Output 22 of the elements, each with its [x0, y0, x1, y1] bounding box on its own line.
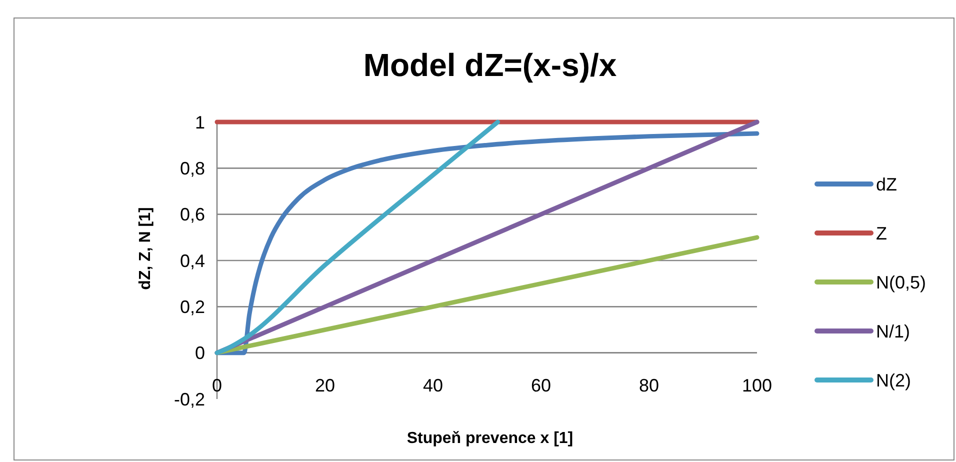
legend-label: N/1) — [876, 321, 910, 342]
chart-title: Model dZ=(x-s)/x — [363, 47, 617, 83]
y-tick-label: 1 — [194, 112, 205, 132]
y-tick-label: 0,8 — [180, 158, 205, 178]
y-tick-label: -0,2 — [174, 389, 205, 410]
x-tick-label: 80 — [638, 375, 660, 396]
y-tick-label: 0,4 — [180, 250, 205, 271]
legend-label: N(2) — [876, 370, 911, 390]
legend-label: N(0,5) — [876, 272, 926, 292]
x-tick-label: 100 — [742, 375, 772, 396]
y-tick-label: 0,6 — [180, 204, 205, 225]
legend-label: dZ — [876, 174, 898, 194]
x-tick-label: 20 — [314, 375, 336, 396]
x-tick-label: 0 — [212, 375, 222, 396]
legend-label: Z — [876, 223, 887, 244]
x-tick-label: 40 — [422, 375, 444, 396]
x-tick-label: 60 — [530, 375, 552, 396]
y-tick-label: 0,2 — [180, 296, 205, 317]
y-tick-label: 0 — [194, 343, 205, 364]
x-axis-title: Stupeň prevence x [1] — [406, 430, 574, 447]
line-series — [214, 120, 500, 356]
y-axis-title: dZ, Z, N [1] — [137, 207, 154, 290]
